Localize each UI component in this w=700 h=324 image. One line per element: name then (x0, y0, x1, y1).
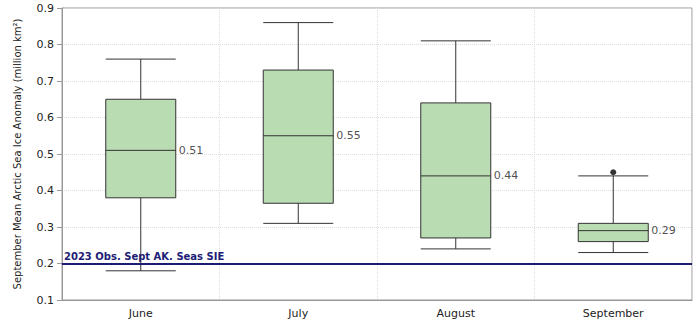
svg-text:July: July (287, 307, 308, 320)
svg-text:0.6: 0.6 (37, 111, 55, 124)
svg-text:0.55: 0.55 (336, 129, 361, 142)
svg-text:0.7: 0.7 (37, 75, 55, 88)
svg-text:0.8: 0.8 (37, 38, 55, 51)
svg-text:0.51: 0.51 (179, 144, 204, 157)
svg-text:0.5: 0.5 (37, 148, 55, 161)
svg-text:0.4: 0.4 (37, 184, 55, 197)
svg-text:0.29: 0.29 (651, 224, 676, 237)
svg-text:0.9: 0.9 (37, 2, 55, 15)
svg-text:September Mean Arctic Sea Ice: September Mean Arctic Sea Ice Anomaly (m… (12, 18, 23, 289)
svg-text:0.44: 0.44 (494, 169, 519, 182)
svg-text:0.3: 0.3 (37, 221, 55, 234)
svg-text:0.1: 0.1 (37, 294, 55, 307)
svg-text:August: August (437, 307, 476, 320)
svg-text:September: September (583, 307, 644, 320)
svg-text:June: June (128, 307, 153, 320)
svg-text:0.2: 0.2 (37, 257, 55, 270)
svg-text:2023 Obs. Sept AK. Seas SIE: 2023 Obs. Sept AK. Seas SIE (64, 251, 224, 262)
